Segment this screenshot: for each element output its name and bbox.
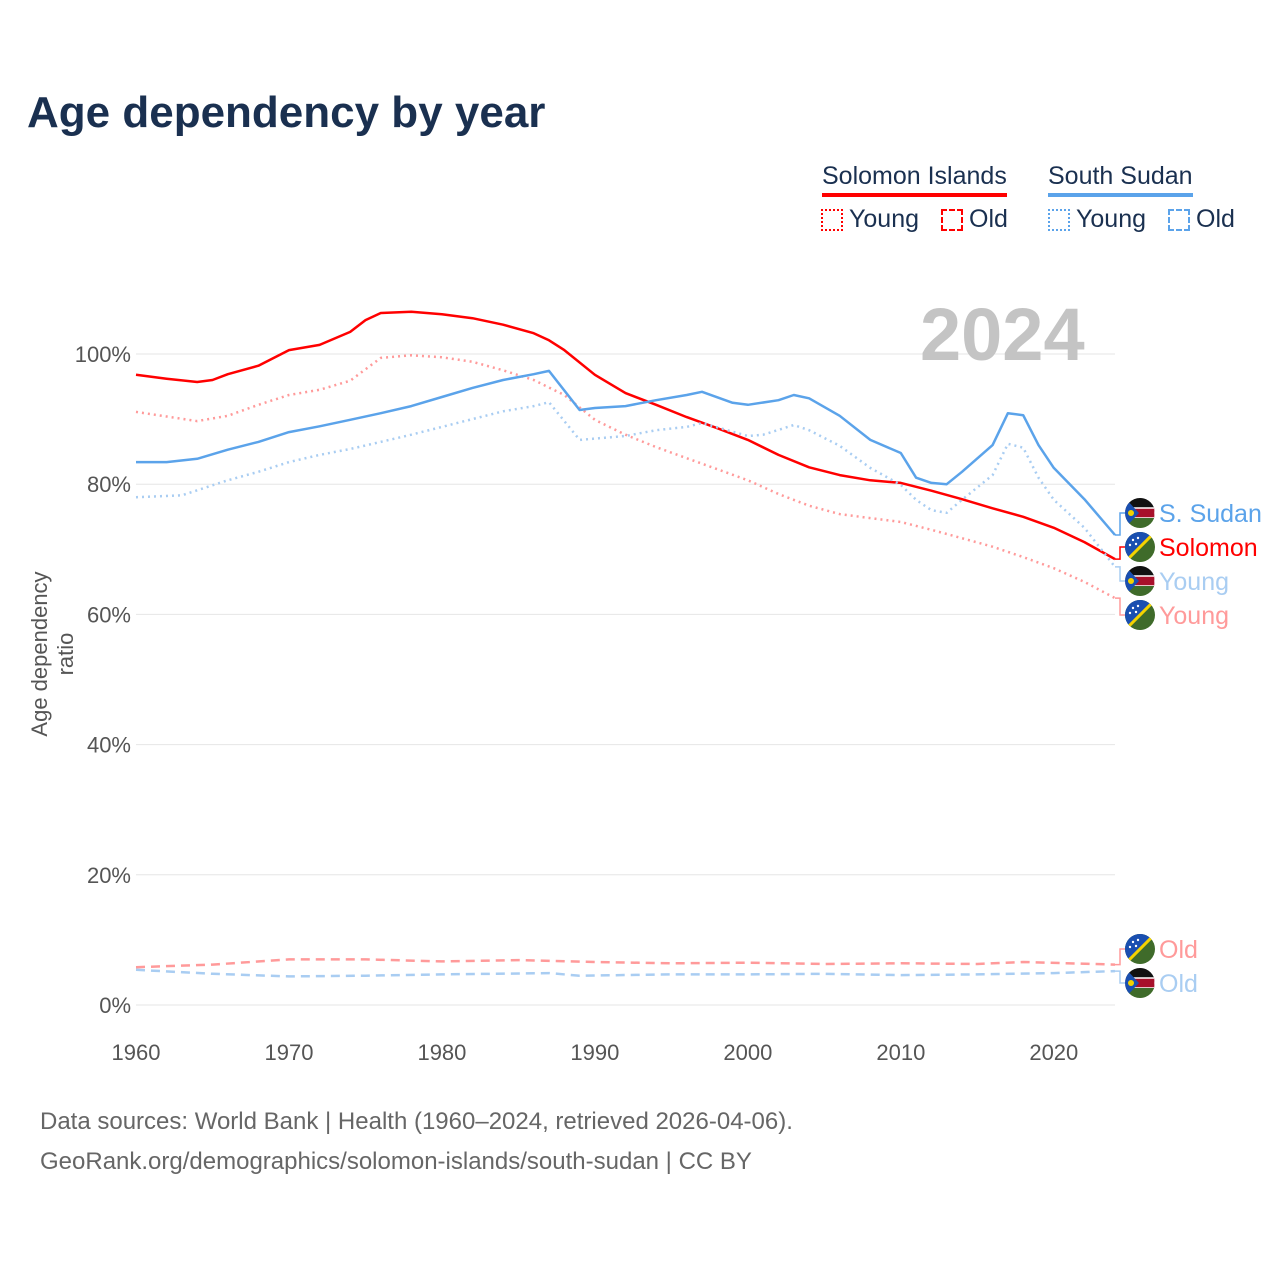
- series-line-south-sudan-young: [135, 400, 1116, 568]
- chart-title: Age dependency by year: [27, 88, 546, 137]
- legend-label: Young: [1076, 205, 1146, 233]
- y-tick-label: 40%: [87, 733, 131, 758]
- legend-solomon-young[interactable]: Young: [821, 205, 919, 234]
- series-line-south-sudan: [136, 369, 1116, 536]
- end-label: S. Sudan: [1159, 500, 1262, 528]
- y-axis-label: Age dependency ratio: [27, 571, 78, 737]
- south-sudan-flag-icon: [1125, 498, 1155, 528]
- source-link[interactable]: GeoRank.org/demographics/solomon-islands…: [40, 1148, 752, 1175]
- x-tick-label: 1980: [417, 1040, 466, 1065]
- series-line-solomon-islands: [135, 310, 1116, 561]
- solomon-islands-flag-icon: [1125, 532, 1155, 562]
- label-connector: [1115, 948, 1126, 966]
- legend-label: Young: [849, 205, 919, 233]
- dashed-swatch-icon: [1168, 208, 1190, 231]
- end-label: Solomon: [1159, 534, 1258, 562]
- label-connector: [1115, 597, 1126, 616]
- legend-ssudan-young[interactable]: Young: [1048, 205, 1146, 234]
- south-sudan-flag-icon: [1125, 566, 1155, 596]
- end-label: Young: [1159, 602, 1229, 630]
- x-tick-label: 2010: [876, 1040, 925, 1065]
- end-label: Old: [1159, 936, 1198, 964]
- year-watermark: 2024: [920, 293, 1085, 376]
- series-line-south-sudan-old: [135, 968, 1116, 978]
- legend-label: Old: [1196, 205, 1235, 233]
- legend-solomon-old[interactable]: Old: [941, 205, 1008, 234]
- dashed-swatch-icon: [941, 208, 963, 231]
- series-line-solomon-islands-old: [135, 958, 1116, 969]
- y-tick-label: 80%: [87, 472, 131, 497]
- y-tick-label: 60%: [87, 602, 131, 627]
- label-connector: [1115, 512, 1126, 536]
- y-tick-label: 100%: [75, 342, 131, 367]
- solomon-islands-flag-icon: [1125, 600, 1155, 630]
- x-tick-label: 1990: [570, 1040, 619, 1065]
- south-sudan-flag-icon: [1125, 968, 1155, 998]
- solomon-islands-flag-icon: [1125, 934, 1155, 964]
- x-tick-label: 1970: [264, 1040, 313, 1065]
- x-tick-label: 2020: [1029, 1040, 1078, 1065]
- x-tick-label: 2000: [723, 1040, 772, 1065]
- x-tick-label: 1960: [112, 1040, 161, 1065]
- label-connector: [1115, 546, 1126, 560]
- y-tick-label: 0%: [99, 993, 131, 1018]
- end-label: Old: [1159, 970, 1198, 998]
- source-text: Data sources: World Bank | Health (1960–…: [40, 1108, 793, 1135]
- label-connector: [1115, 970, 1126, 984]
- dotted-swatch-icon: [1048, 208, 1070, 231]
- legend-south-sudan[interactable]: South Sudan: [1048, 162, 1193, 197]
- label-connector: [1115, 566, 1126, 582]
- dotted-swatch-icon: [821, 208, 843, 231]
- y-tick-label: 20%: [87, 863, 131, 888]
- end-label: Young: [1159, 568, 1229, 596]
- series-line-solomon-islands-young: [135, 354, 1116, 600]
- legend-solomon-islands[interactable]: Solomon Islands: [822, 162, 1007, 197]
- legend-label: Old: [969, 205, 1008, 233]
- legend-ssudan-old[interactable]: Old: [1168, 205, 1235, 234]
